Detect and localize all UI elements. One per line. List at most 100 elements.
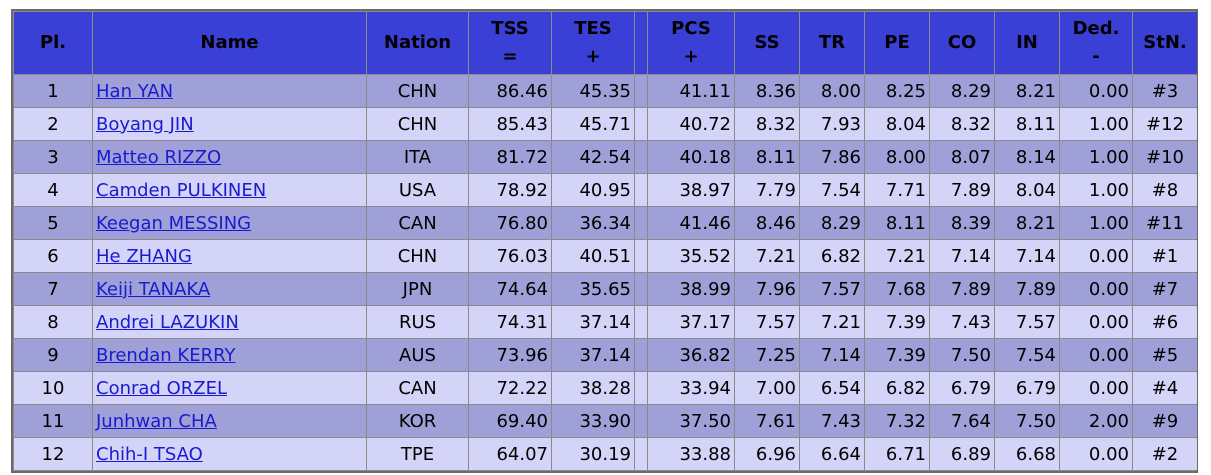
- header-name[interactable]: Name: [93, 12, 366, 74]
- cell-co: 7.64: [930, 405, 994, 437]
- cell-ss: 8.32: [735, 108, 799, 140]
- cell-tes: 38.28: [552, 372, 634, 404]
- cell-tr: 7.14: [800, 339, 864, 371]
- cell-pe: 7.32: [865, 405, 929, 437]
- table-row: 10 Conrad ORZEL CAN 72.22 38.28 33.94 7.00 6.54…: [14, 372, 1197, 404]
- skater-name-link[interactable]: Keegan MESSING: [96, 212, 252, 234]
- cell-start-number: #5: [1133, 339, 1197, 371]
- cell-tr: 7.54: [800, 174, 864, 206]
- cell-in: 8.21: [995, 75, 1059, 107]
- cell-pcs: 33.94: [648, 372, 734, 404]
- cell-ded: 0.00: [1060, 339, 1132, 371]
- header-tes-sub: +: [585, 46, 601, 67]
- cell-ded: 0.00: [1060, 273, 1132, 305]
- cell-start-number: #1: [1133, 240, 1197, 272]
- cell-start-number: #8: [1133, 174, 1197, 206]
- header-tes-label: TES: [574, 18, 612, 39]
- header-tes[interactable]: TES +: [552, 12, 634, 74]
- header-tss[interactable]: TSS =: [469, 12, 551, 74]
- header-nation[interactable]: Nation: [367, 12, 468, 74]
- skater-name-link[interactable]: He ZHANG: [96, 245, 192, 267]
- table-row: 7 Keiji TANAKA JPN 74.64 35.65 38.99 7.96 7.57 7…: [14, 273, 1197, 305]
- cell-ded: 1.00: [1060, 207, 1132, 239]
- cell-in: 8.04: [995, 174, 1059, 206]
- header-pe[interactable]: PE: [865, 12, 929, 74]
- cell-start-number: #6: [1133, 306, 1197, 338]
- header-place[interactable]: Pl.: [14, 12, 92, 74]
- cell-ss: 8.11: [735, 141, 799, 173]
- results-table: Pl. Name Nation TSS = TES + PCS + SS TR: [13, 11, 1198, 471]
- skater-name-link[interactable]: Keiji TANAKA: [96, 278, 211, 300]
- cell-place: 11: [14, 405, 92, 437]
- cell-name: Boyang JIN: [93, 108, 366, 140]
- cell-tr: 7.57: [800, 273, 864, 305]
- cell-pe: 8.25: [865, 75, 929, 107]
- cell-start-number: #3: [1133, 75, 1197, 107]
- skater-name-link[interactable]: Conrad ORZEL: [96, 377, 227, 399]
- cell-in: 6.68: [995, 438, 1059, 470]
- skater-name-link[interactable]: Han YAN: [96, 80, 174, 102]
- cell-co: 6.79: [930, 372, 994, 404]
- cell-nation: CAN: [367, 372, 468, 404]
- skater-name-link[interactable]: Junhwan CHA: [96, 410, 217, 432]
- cell-tes: 40.95: [552, 174, 634, 206]
- cell-tss: 86.46: [469, 75, 551, 107]
- header-stn[interactable]: StN.: [1133, 12, 1197, 74]
- skater-name-link[interactable]: Camden PULKINEN: [96, 179, 267, 201]
- cell-co: 7.14: [930, 240, 994, 272]
- cell-pe: 7.71: [865, 174, 929, 206]
- cell-tss: 76.03: [469, 240, 551, 272]
- table-row: 11 Junhwan CHA KOR 69.40 33.90 37.50 7.61 7.43 7…: [14, 405, 1197, 437]
- skater-name-link[interactable]: Matteo RIZZO: [96, 146, 222, 168]
- cell-co: 8.29: [930, 75, 994, 107]
- table-row: 5 Keegan MESSING CAN 76.80 36.34 41.46 8.46 8.2…: [14, 207, 1197, 239]
- cell-spacer: [635, 372, 647, 404]
- skater-name-link[interactable]: Boyang JIN: [96, 113, 194, 135]
- table-row: 8 Andrei LAZUKIN RUS 74.31 37.14 37.17 7.57 7.2…: [14, 306, 1197, 338]
- cell-spacer: [635, 141, 647, 173]
- cell-ded: 1.00: [1060, 141, 1132, 173]
- skater-name-link[interactable]: Chih-I TSAO: [96, 443, 203, 465]
- skater-name-link[interactable]: Andrei LAZUKIN: [96, 311, 239, 333]
- table-row: 1 Han YAN CHN 86.46 45.35 41.11 8.36 8.00 8.25 8.…: [14, 75, 1197, 107]
- cell-tes: 42.54: [552, 141, 634, 173]
- cell-tr: 7.93: [800, 108, 864, 140]
- header-co[interactable]: CO: [930, 12, 994, 74]
- cell-pcs: 37.50: [648, 405, 734, 437]
- header-pcs[interactable]: PCS +: [648, 12, 734, 74]
- cell-start-number: #10: [1133, 141, 1197, 173]
- cell-pcs: 41.46: [648, 207, 734, 239]
- cell-tr: 7.21: [800, 306, 864, 338]
- skater-name-link[interactable]: Brendan KERRY: [96, 344, 236, 366]
- cell-pe: 6.71: [865, 438, 929, 470]
- cell-pe: 8.04: [865, 108, 929, 140]
- cell-co: 7.89: [930, 174, 994, 206]
- cell-tr: 7.43: [800, 405, 864, 437]
- cell-pe: 7.68: [865, 273, 929, 305]
- cell-tes: 35.65: [552, 273, 634, 305]
- cell-nation: TPE: [367, 438, 468, 470]
- cell-name: Keegan MESSING: [93, 207, 366, 239]
- cell-in: 7.57: [995, 306, 1059, 338]
- header-ded[interactable]: Ded. -: [1060, 12, 1132, 74]
- cell-tes: 33.90: [552, 405, 634, 437]
- results-body: 1 Han YAN CHN 86.46 45.35 41.11 8.36 8.00 8.25 8.…: [14, 75, 1197, 470]
- cell-tss: 81.72: [469, 141, 551, 173]
- cell-place: 2: [14, 108, 92, 140]
- cell-ss: 7.61: [735, 405, 799, 437]
- header-ss[interactable]: SS: [735, 12, 799, 74]
- cell-spacer: [635, 207, 647, 239]
- cell-co: 7.50: [930, 339, 994, 371]
- cell-tes: 37.14: [552, 306, 634, 338]
- cell-tss: 69.40: [469, 405, 551, 437]
- cell-pe: 7.39: [865, 339, 929, 371]
- cell-spacer: [635, 75, 647, 107]
- table-row: 4 Camden PULKINEN USA 78.92 40.95 38.97 7.79 7.…: [14, 174, 1197, 206]
- cell-ss: 6.96: [735, 438, 799, 470]
- cell-tes: 30.19: [552, 438, 634, 470]
- header-tr[interactable]: TR: [800, 12, 864, 74]
- cell-pcs: 35.52: [648, 240, 734, 272]
- cell-tss: 72.22: [469, 372, 551, 404]
- header-in[interactable]: IN: [995, 12, 1059, 74]
- cell-name: Han YAN: [93, 75, 366, 107]
